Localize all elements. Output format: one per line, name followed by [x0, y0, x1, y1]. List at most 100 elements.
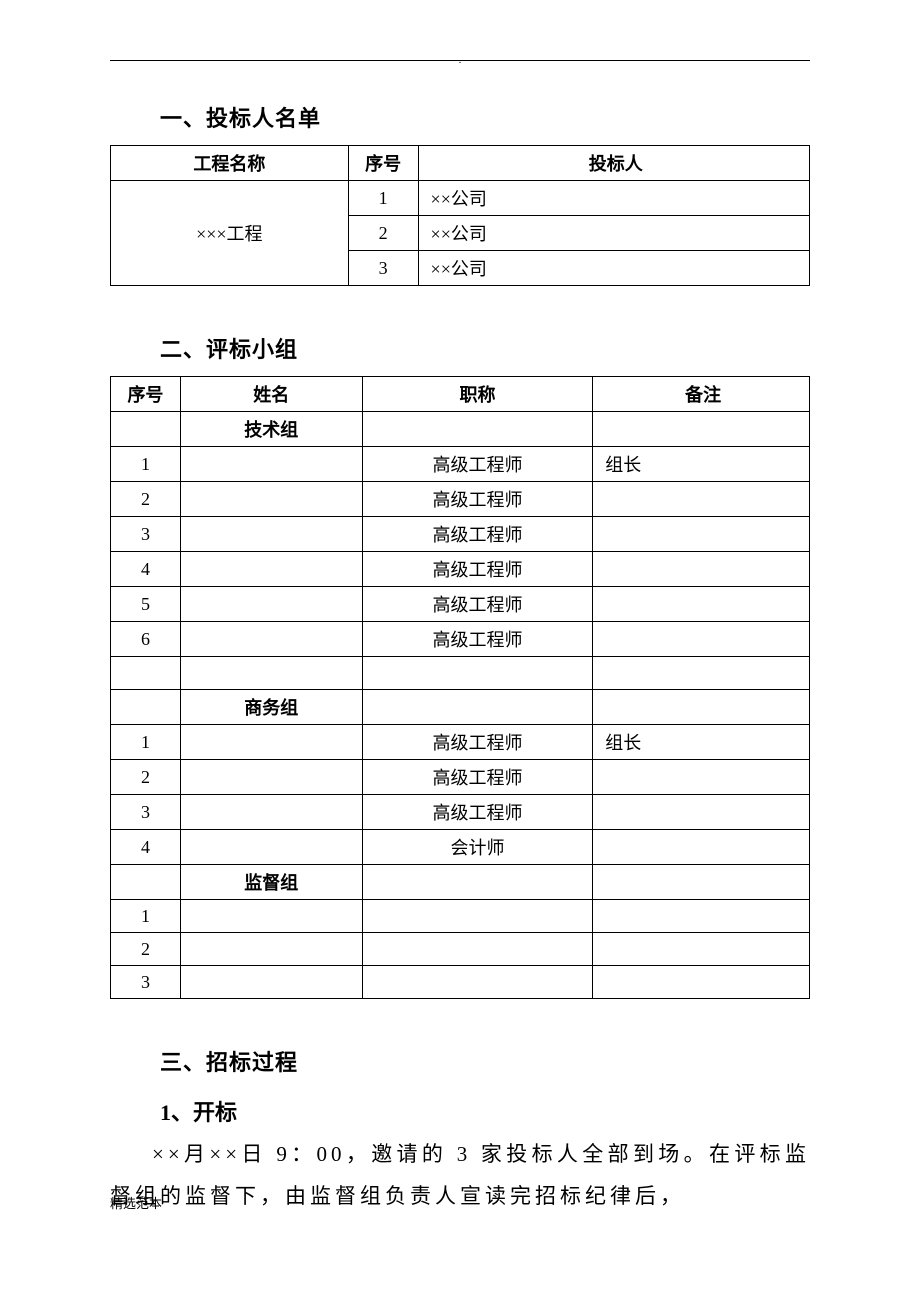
- seq-cell: 4: [111, 552, 181, 587]
- group-label-row: 商务组: [111, 690, 810, 725]
- name-cell: [180, 795, 362, 830]
- name-cell: [180, 482, 362, 517]
- note-cell: [593, 622, 810, 657]
- col-seq: 序号: [348, 146, 418, 181]
- name-cell: [180, 517, 362, 552]
- bidders-table: 工程名称 序号 投标人 ×××工程 1 ××公司 2 ××公司 3 ××公司: [110, 145, 810, 286]
- empty-cell: [111, 690, 181, 725]
- col-bidder: 投标人: [418, 146, 809, 181]
- table-row: 3高级工程师: [111, 795, 810, 830]
- table-row: ×××工程 1 ××公司: [111, 181, 810, 216]
- bidder-cell: ××公司: [418, 216, 809, 251]
- seq-cell: 2: [111, 482, 181, 517]
- seq-cell: 2: [111, 760, 181, 795]
- seq-cell: 1: [348, 181, 418, 216]
- empty-cell: [111, 865, 181, 900]
- col-name: 姓名: [180, 377, 362, 412]
- note-cell: [593, 933, 810, 966]
- table-row: 1: [111, 900, 810, 933]
- name-cell: [180, 447, 362, 482]
- group-sup-label: 监督组: [180, 865, 362, 900]
- name-cell: [180, 552, 362, 587]
- section1-heading: 一、投标人名单: [160, 101, 810, 133]
- group-label-row: 技术组: [111, 412, 810, 447]
- name-cell: [180, 933, 362, 966]
- table-row: 2: [111, 933, 810, 966]
- table-row: 5 高级工程师: [111, 587, 810, 622]
- col-note: 备注: [593, 377, 810, 412]
- col-project-name: 工程名称: [111, 146, 349, 181]
- note-cell: [593, 900, 810, 933]
- seq-cell: 5: [111, 587, 181, 622]
- table-header-row: 序号 姓名 职称 备注: [111, 377, 810, 412]
- empty-cell: [593, 690, 810, 725]
- section3-sub1: 1、开标: [160, 1095, 810, 1127]
- table-row: 1 高级工程师组长: [111, 725, 810, 760]
- seq-cell: 1: [111, 725, 181, 760]
- seq-cell: 1: [111, 900, 181, 933]
- table-row: 3 高级工程师: [111, 517, 810, 552]
- title-cell: [362, 966, 593, 999]
- name-cell: [180, 587, 362, 622]
- note-cell: 组长: [593, 447, 810, 482]
- section2-heading: 二、评标小组: [160, 332, 810, 364]
- title-cell: 高级工程师: [362, 760, 593, 795]
- seq-cell: 2: [111, 933, 181, 966]
- table-header-row: 工程名称 序号 投标人: [111, 146, 810, 181]
- name-cell: [180, 966, 362, 999]
- note-cell: [593, 482, 810, 517]
- seq-cell: 3: [111, 966, 181, 999]
- bidder-cell: ××公司: [418, 251, 809, 286]
- seq-cell: 3: [111, 517, 181, 552]
- title-cell: 高级工程师: [362, 725, 593, 760]
- title-cell: 高级工程师: [362, 447, 593, 482]
- note-cell: [593, 517, 810, 552]
- title-cell: [362, 933, 593, 966]
- empty-cell: [593, 412, 810, 447]
- name-cell: [180, 760, 362, 795]
- group-biz-label: 商务组: [180, 690, 362, 725]
- section3-paragraph: ××月××日 9：00，邀请的 3 家投标人全部到场。在评标监督组的监督下，由监…: [110, 1133, 810, 1217]
- name-cell: [180, 830, 362, 865]
- title-cell: 会计师: [362, 830, 593, 865]
- project-name-cell: ×××工程: [111, 181, 349, 286]
- empty-cell: [593, 865, 810, 900]
- note-cell: [593, 795, 810, 830]
- title-cell: [362, 900, 593, 933]
- spacer-row: [111, 657, 810, 690]
- group-tech-label: 技术组: [180, 412, 362, 447]
- footer-text: 精选范本: [110, 1193, 162, 1212]
- empty-cell: [111, 657, 181, 690]
- name-cell: [180, 725, 362, 760]
- note-cell: [593, 587, 810, 622]
- col-seq: 序号: [111, 377, 181, 412]
- seq-cell: 3: [111, 795, 181, 830]
- seq-cell: 6: [111, 622, 181, 657]
- section3-heading: 三、招标过程: [160, 1045, 810, 1077]
- empty-cell: [180, 657, 362, 690]
- group-label-row: 监督组: [111, 865, 810, 900]
- empty-cell: [362, 657, 593, 690]
- title-cell: 高级工程师: [362, 587, 593, 622]
- table-row: 4 会计师: [111, 830, 810, 865]
- top-rule: .: [110, 60, 810, 61]
- empty-cell: [362, 412, 593, 447]
- name-cell: [180, 900, 362, 933]
- seq-cell: 1: [111, 447, 181, 482]
- title-cell: 高级工程师: [362, 482, 593, 517]
- empty-cell: [362, 865, 593, 900]
- note-cell: [593, 760, 810, 795]
- seq-cell: 4: [111, 830, 181, 865]
- note-cell: [593, 552, 810, 587]
- empty-cell: [593, 657, 810, 690]
- empty-cell: [111, 412, 181, 447]
- empty-cell: [362, 690, 593, 725]
- table-row: 6高级工程师: [111, 622, 810, 657]
- seq-cell: 2: [348, 216, 418, 251]
- committee-table: 序号 姓名 职称 备注 技术组 1高级工程师组长 2高级工程师 3高级工程师 4…: [110, 376, 810, 999]
- title-cell: 高级工程师: [362, 517, 593, 552]
- note-cell: [593, 830, 810, 865]
- table-row: 2 高级工程师: [111, 482, 810, 517]
- col-title: 职称: [362, 377, 593, 412]
- note-cell: 组长: [593, 725, 810, 760]
